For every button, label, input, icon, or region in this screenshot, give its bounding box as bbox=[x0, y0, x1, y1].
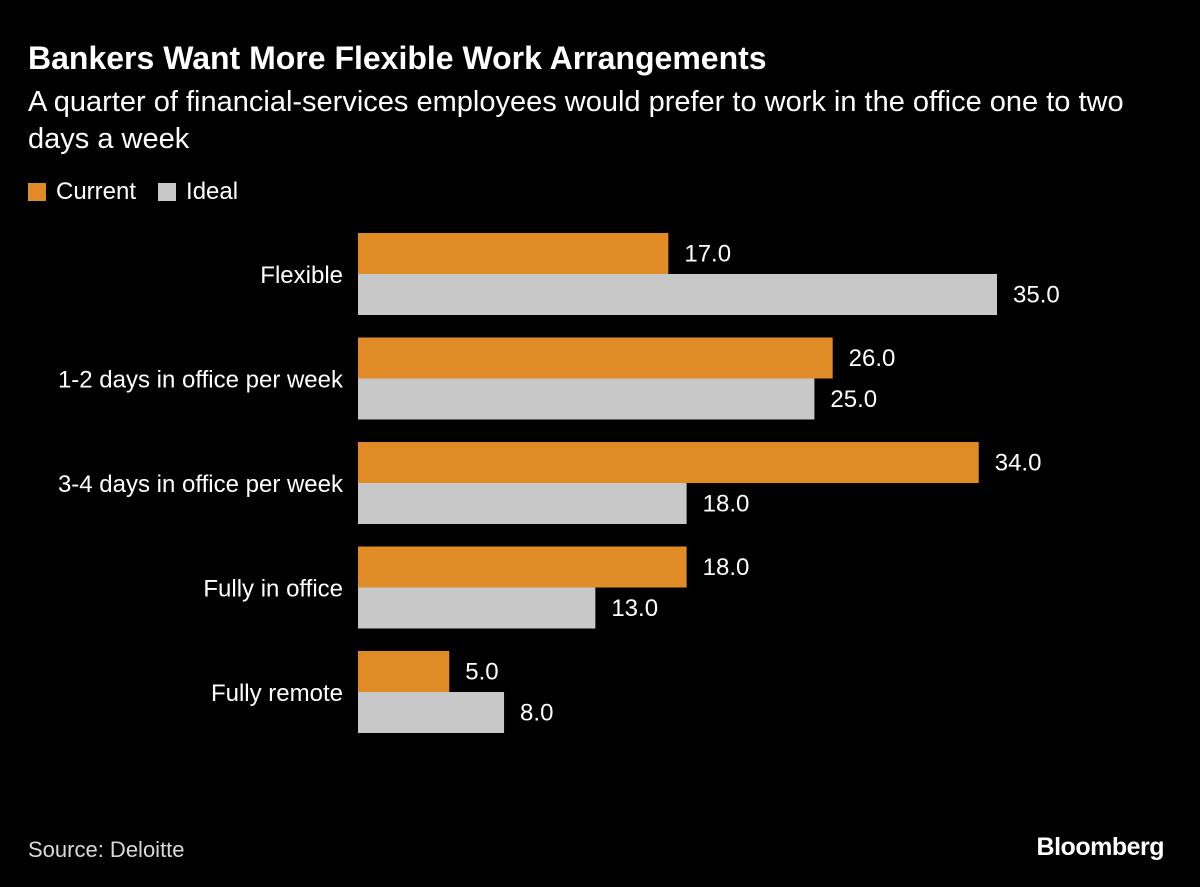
legend: Current Ideal bbox=[28, 176, 260, 208]
legend-item-ideal: Ideal bbox=[158, 176, 238, 208]
bar-current-1-2-days-in-office-per-week bbox=[358, 337, 833, 379]
legend-item-current: Current bbox=[28, 176, 136, 208]
value-label-current-fully-remote: 5.0 bbox=[465, 659, 498, 686]
value-label-current-1-2-days-in-office-per-week: 26.0 bbox=[849, 345, 896, 372]
category-label-flexible: Flexible bbox=[260, 262, 343, 289]
bar-chart: Flexible 17.0 35.0 1-2 days in office per w… bbox=[58, 233, 1060, 733]
value-label-ideal-fully-in-office: 13.0 bbox=[611, 595, 658, 622]
value-label-ideal-3-4-days-in-office-per-week: 18.0 bbox=[703, 491, 750, 518]
value-label-current-fully-in-office: 18.0 bbox=[703, 554, 750, 581]
chart-title: Bankers Want More Flexible Work Arrangem… bbox=[28, 40, 767, 76]
bar-ideal-fully-in-office bbox=[358, 587, 596, 629]
bar-current-flexible bbox=[358, 233, 669, 274]
category-label-fully-remote: Fully remote bbox=[211, 680, 343, 707]
value-label-ideal-flexible: 35.0 bbox=[1013, 282, 1060, 309]
bloomberg-logo: Bloomberg bbox=[1036, 833, 1165, 861]
bar-current-fully-remote bbox=[358, 651, 450, 692]
bar-ideal-1-2-days-in-office-per-week bbox=[358, 378, 815, 420]
legend-label-current: Current bbox=[56, 178, 137, 205]
bar-current-3-4-days-in-office-per-week bbox=[358, 442, 979, 483]
legend-swatch-ideal bbox=[158, 183, 177, 201]
legend-swatch-current bbox=[28, 183, 46, 201]
bar-ideal-flexible bbox=[358, 274, 997, 315]
bar-current-fully-in-office bbox=[358, 546, 687, 588]
source-note: Source: Deloitte bbox=[28, 837, 185, 862]
value-label-ideal-fully-remote: 8.0 bbox=[520, 700, 553, 727]
category-label-1-2-days-in-office-per-week: 1-2 days in office per week bbox=[58, 367, 344, 394]
value-label-ideal-1-2-days-in-office-per-week: 25.0 bbox=[830, 386, 877, 413]
bar-ideal-fully-remote bbox=[358, 692, 505, 733]
category-label-fully-in-office: Fully in office bbox=[203, 576, 343, 603]
value-label-current-flexible: 17.0 bbox=[684, 241, 731, 268]
legend-label-ideal: Ideal bbox=[186, 178, 239, 205]
chart-subtitle: A quarter of financial-services employee… bbox=[28, 86, 1124, 155]
category-label-3-4-days-in-office-per-week: 3-4 days in office per week bbox=[58, 471, 344, 498]
value-label-current-3-4-days-in-office-per-week: 34.0 bbox=[995, 450, 1042, 477]
bar-ideal-3-4-days-in-office-per-week bbox=[358, 483, 687, 524]
